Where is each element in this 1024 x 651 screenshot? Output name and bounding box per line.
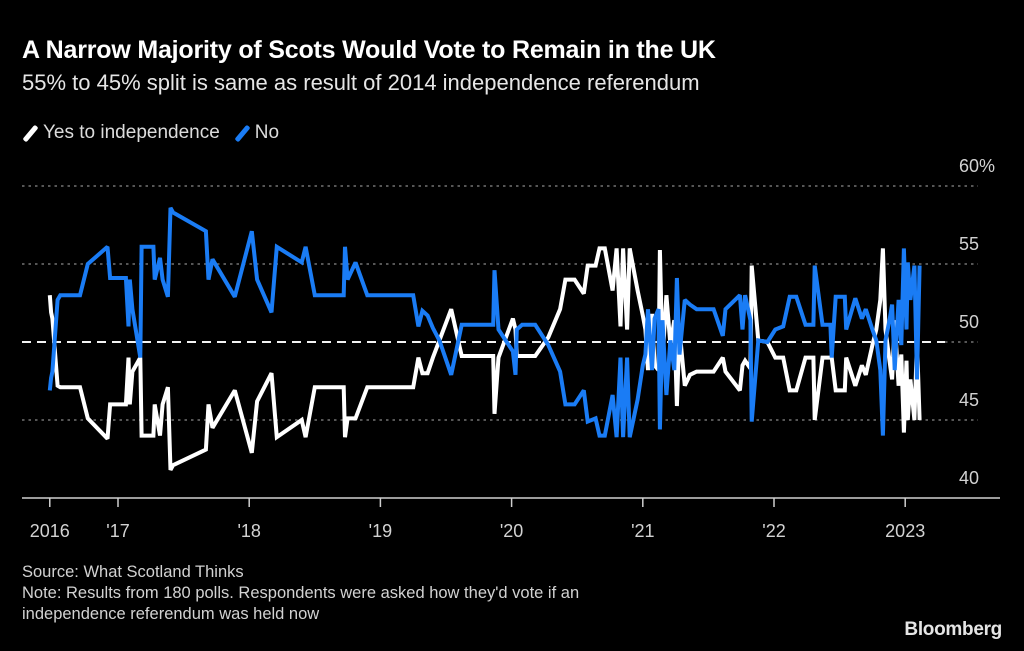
y-tick-label: 60%	[959, 156, 995, 176]
x-tick-label: '17	[106, 521, 129, 541]
y-tick-label: 40	[959, 468, 979, 488]
y-tick-label: 50	[959, 312, 979, 332]
legend-item-yes: Yes to independence	[22, 122, 220, 144]
x-axis	[22, 497, 1000, 507]
x-tick-label: '20	[500, 521, 523, 541]
series-line-yes-to-independence	[47, 246, 922, 471]
x-tick-label: '19	[369, 521, 392, 541]
x-tick-label: '22	[762, 521, 785, 541]
source-text: Source: What Scotland Thinks	[22, 563, 244, 581]
chart-subtitle: 55% to 45% split is same as result of 20…	[22, 70, 700, 95]
y-tick-label: 45	[959, 390, 979, 410]
legend-label-yes: Yes to independence	[43, 122, 220, 143]
x-axis-labels: 2016 '17 '18 '19 '20 '21 '22 2023	[30, 521, 925, 541]
legend-label-no: No	[254, 122, 280, 143]
note-text-line-2: independence referendum was held now	[22, 605, 320, 623]
footer: Source: What Scotland Thinks Note: Resul…	[22, 562, 579, 625]
gridlines	[22, 185, 978, 421]
note-text-line-1: Note: Results from 180 polls. Respondent…	[22, 584, 580, 602]
y-tick-label: 55	[959, 234, 979, 254]
y-axis-labels: 60% 55 50 45 40	[959, 156, 995, 488]
x-tick-label: '18	[237, 521, 260, 541]
legend: Yes to independence No	[22, 122, 293, 144]
chart-title: A Narrow Majority of Scots Would Vote to…	[22, 36, 716, 64]
x-tick-label: 2016	[30, 521, 70, 541]
x-tick-label: 2023	[885, 521, 925, 541]
x-tick-label: '21	[631, 521, 654, 541]
series-line-no	[47, 206, 922, 438]
series-lines	[47, 206, 922, 471]
bloomberg-logo: Bloomberg	[904, 619, 1002, 640]
legend-item-no: No	[234, 122, 279, 144]
